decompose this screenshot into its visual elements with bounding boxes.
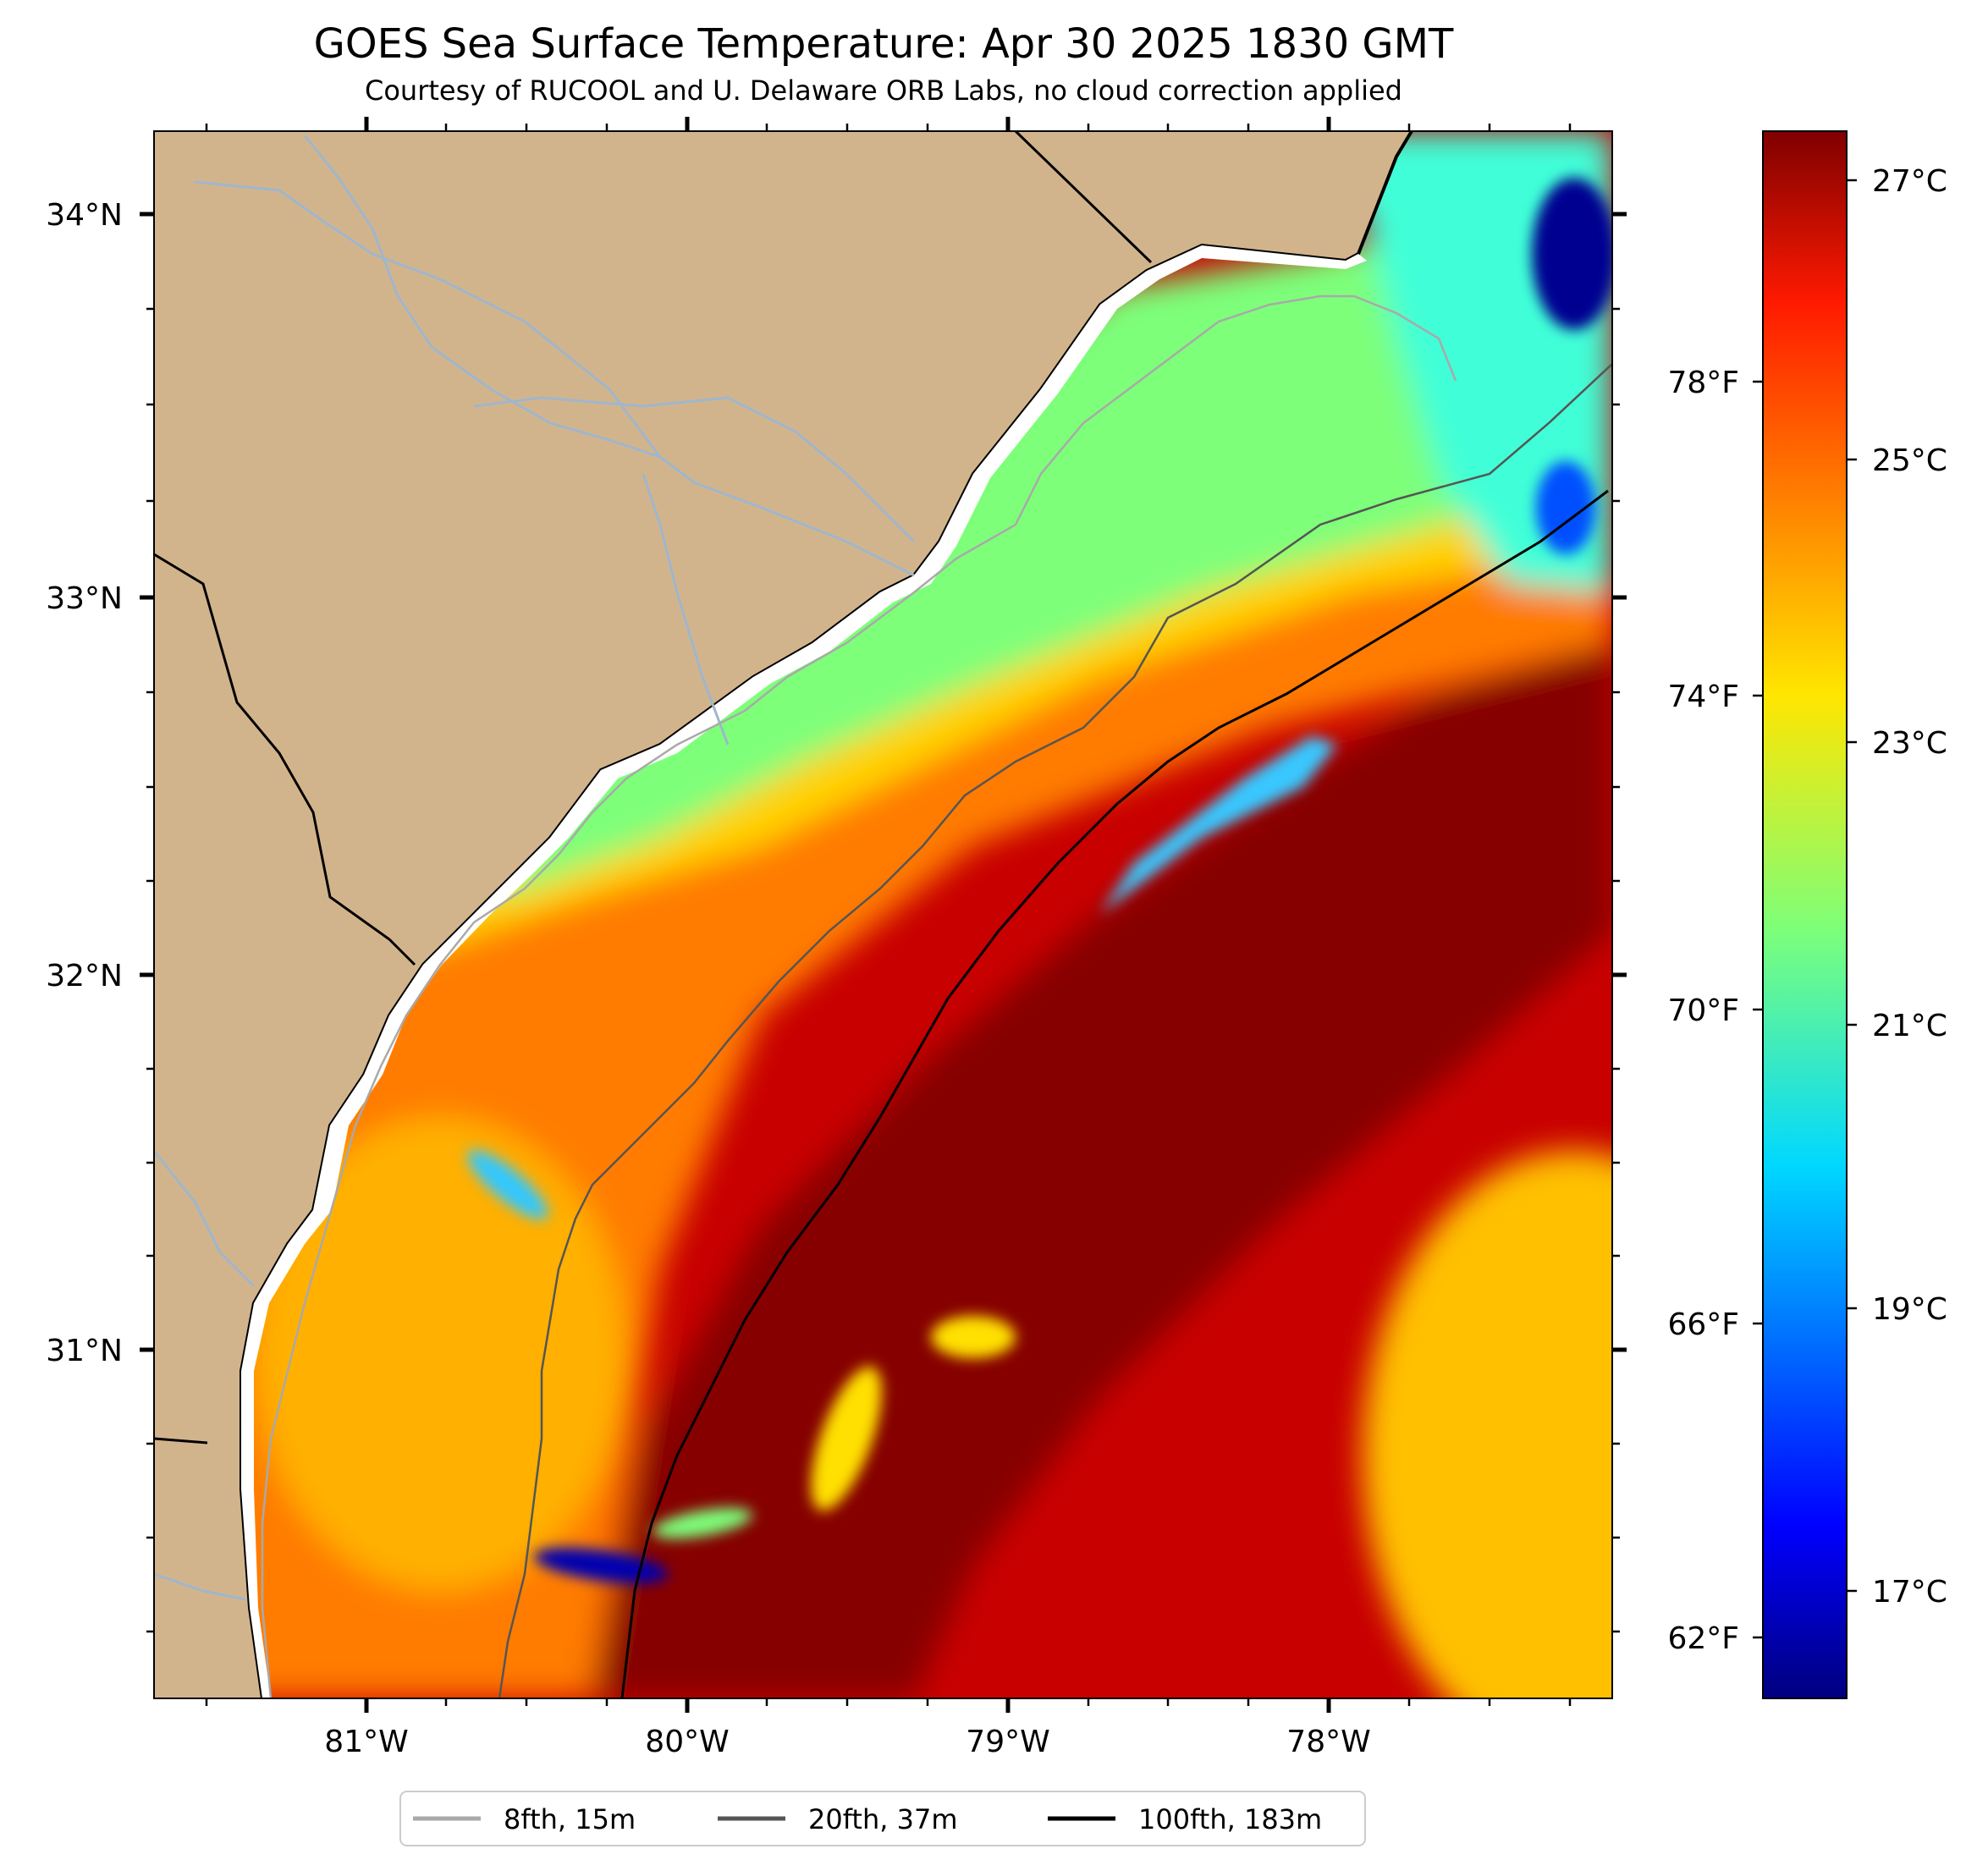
legend-label-20fth: 20fth, 37m — [808, 1803, 957, 1835]
contour-20fth — [498, 363, 1612, 1698]
map-panel — [154, 131, 1612, 1698]
lon-tick-label: 80°W — [645, 1725, 729, 1759]
major-ticks — [140, 117, 1627, 1713]
lon-tick-label: 79°W — [966, 1725, 1049, 1759]
celsius-tick-label: 21°C — [1872, 1009, 1947, 1043]
state-borders — [154, 131, 1153, 1445]
lon-tick-label: 78°W — [1286, 1725, 1370, 1759]
colorbar-celsius-ticks — [1847, 179, 1857, 1593]
colorbar-fahrenheit-ticks — [1753, 380, 1763, 1639]
lat-tick-label: 33°N — [46, 581, 123, 616]
celsius-tick-label: 17°C — [1872, 1575, 1947, 1610]
chart-title: GOES Sea Surface Temperature: Apr 30 202… — [314, 20, 1454, 68]
legend-label-8fth: 8fth, 15m — [504, 1803, 636, 1835]
legend: 8fth, 15m 20fth, 37m 100fth, 183m — [399, 1791, 1366, 1846]
celsius-tick-label: 25°C — [1872, 443, 1947, 478]
lat-tick-label: 34°N — [46, 198, 123, 233]
legend-label-100fth: 100fth, 183m — [1138, 1803, 1322, 1835]
lat-tick-label: 32°N — [46, 959, 123, 993]
contour-100fth — [620, 489, 1609, 1698]
chart-subtitle: Courtesy of RUCOOL and U. Delaware ORB L… — [365, 74, 1402, 107]
map-frame — [153, 130, 1613, 1699]
fahrenheit-tick-label: 78°F — [1667, 366, 1739, 400]
celsius-tick-label: 19°C — [1872, 1292, 1947, 1327]
rivers — [154, 135, 916, 1601]
fahrenheit-tick-label: 66°F — [1667, 1307, 1739, 1342]
minor-ticks — [146, 124, 1620, 1706]
sst-filaments — [467, 178, 1612, 1584]
fahrenheit-tick-label: 74°F — [1667, 680, 1739, 714]
celsius-tick-label: 27°C — [1872, 164, 1947, 199]
colorbar — [1762, 130, 1848, 1699]
contour-8fth — [261, 294, 1457, 1698]
fahrenheit-tick-label: 62°F — [1667, 1621, 1739, 1656]
lon-tick-label: 81°W — [324, 1725, 408, 1759]
land-mass — [154, 131, 1412, 1698]
fahrenheit-tick-label: 70°F — [1667, 993, 1739, 1028]
celsius-tick-label: 23°C — [1872, 726, 1947, 761]
legend-box — [399, 1791, 1366, 1846]
lat-tick-label: 31°N — [46, 1334, 123, 1368]
